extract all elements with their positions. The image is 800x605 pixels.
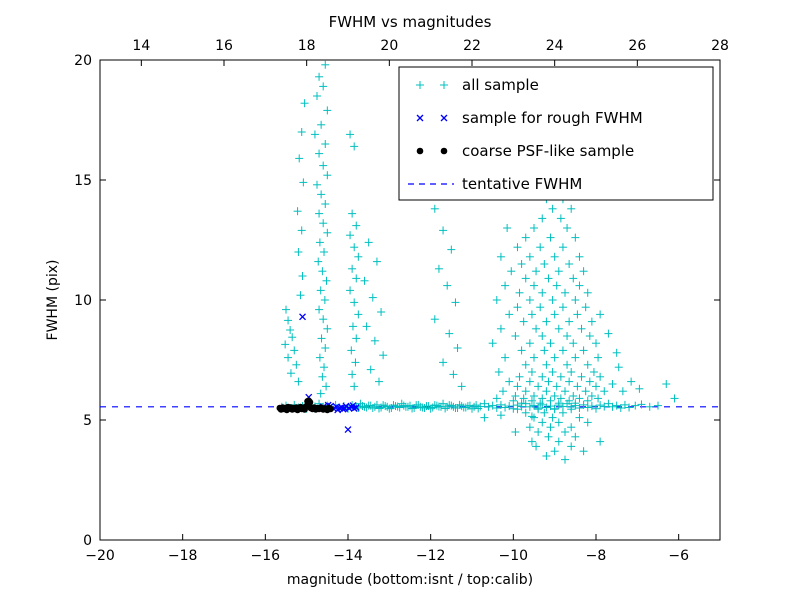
scatter-points (100, 60, 720, 464)
svg-text:22: 22 (463, 38, 481, 54)
svg-text:−14: −14 (333, 548, 363, 564)
svg-text:14: 14 (132, 38, 150, 54)
legend-label-all-sample: all sample (462, 76, 539, 94)
axis-ticks: −20 −18 −16 −14 −12 −10 −8 −6 14 16 18 20 22 24 26 28 0 5… (74, 38, 729, 564)
svg-text:−8: −8 (586, 548, 607, 564)
x-axis-label: magnitude (bottom:isnt / top:calib) (287, 572, 533, 588)
legend-box (398, 66, 714, 201)
svg-text:−20: −20 (85, 548, 115, 564)
svg-text:18: 18 (298, 38, 316, 54)
y-axis-label: FWHM (pix) (45, 260, 61, 341)
svg-text:5: 5 (83, 413, 92, 429)
svg-text:−10: −10 (499, 548, 529, 564)
svg-text:−6: −6 (668, 548, 689, 564)
svg-text:24: 24 (546, 38, 564, 54)
chart-title: FWHM vs magnitudes (329, 13, 492, 31)
svg-text:15: 15 (74, 173, 92, 189)
legend-label-tentative-fwhm: tentative FWHM (462, 175, 582, 193)
svg-text:0: 0 (83, 533, 92, 549)
legend-marker-coarse-psf-dot-icon (416, 147, 448, 155)
legend-label-rough-fwhm: sample for rough FWHM (462, 109, 643, 127)
svg-text:20: 20 (74, 53, 92, 69)
svg-text:−12: −12 (416, 548, 446, 564)
svg-text:−16: −16 (251, 548, 281, 564)
svg-text:−18: −18 (168, 548, 198, 564)
svg-text:16: 16 (215, 38, 233, 54)
legend: all sample sample for rough FWHM coarse … (398, 66, 714, 201)
svg-text:10: 10 (74, 293, 92, 309)
legend-marker-rough-fwhm-x-icon (416, 114, 448, 122)
svg-text:20: 20 (380, 38, 398, 54)
legend-marker-all-sample-plus-icon (416, 81, 448, 89)
svg-text:26: 26 (628, 38, 646, 54)
legend-label-coarse-psf: coarse PSF-like sample (462, 142, 634, 160)
svg-text:28: 28 (711, 38, 729, 54)
